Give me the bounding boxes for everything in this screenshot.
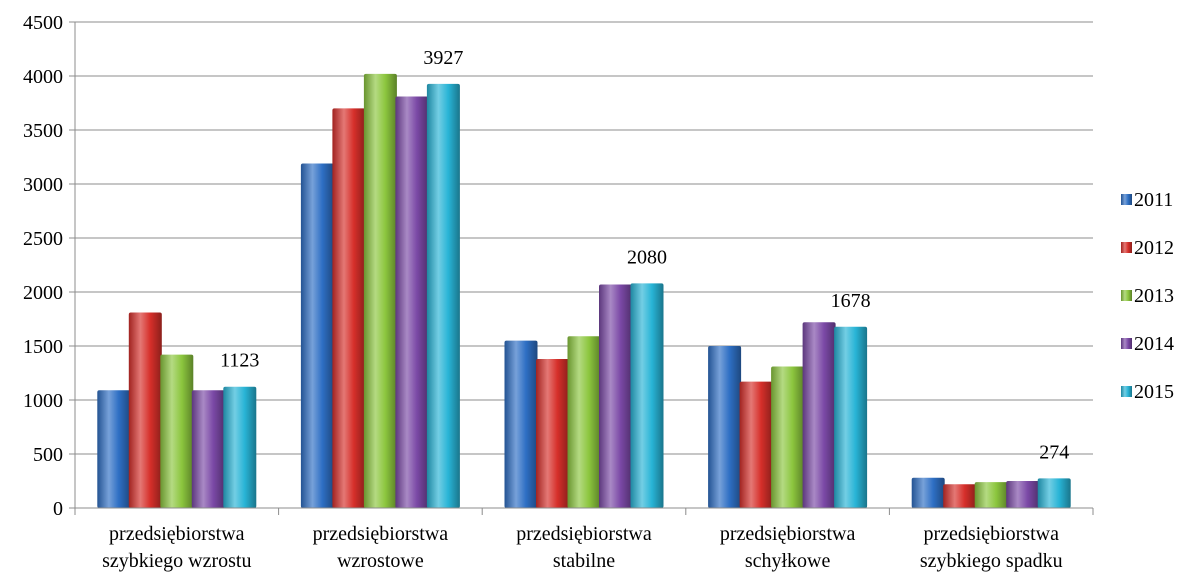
labels: 0 500 1000 1500 2000 2500 3000 3500 4000 4500 prze…	[23, 12, 1069, 572]
bar-2015-cat-0	[223, 386, 257, 508]
x-category-label: przedsiębiorstwa	[313, 523, 449, 545]
bar-2014-cat-4	[1006, 481, 1040, 508]
bar-2014-cat-1	[395, 96, 429, 509]
legend: 2011 2012 2013 2014 2015	[1121, 189, 1174, 403]
data-label: 274	[1039, 441, 1069, 463]
bars	[97, 73, 1071, 509]
bar-2012-cat-4	[943, 484, 977, 508]
bar-2011-cat-4	[911, 477, 945, 508]
x-category-label: schyłkowe	[745, 550, 831, 572]
data-label: 3927	[423, 47, 463, 69]
x-category-label: szybkiego wzrostu	[102, 550, 251, 572]
x-category-label: przedsiębiorstwa	[923, 523, 1059, 545]
bar-2012-cat-2	[536, 358, 569, 508]
x-category-label: wzrostowe	[337, 550, 424, 572]
bar-2013-cat-0	[160, 354, 194, 508]
bar-2014-cat-0	[191, 390, 225, 508]
legend-swatch-2013	[1121, 290, 1132, 301]
x-category-label: przedsiębiorstwa	[720, 523, 856, 545]
bar-2015-cat-4	[1037, 478, 1071, 508]
legend-swatch-2011	[1121, 194, 1132, 205]
data-label: 1678	[831, 290, 871, 312]
bar-2011-cat-0	[97, 390, 131, 508]
bar-2014-cat-2	[599, 284, 632, 508]
y-tick-label: 2000	[23, 282, 63, 304]
y-tick-label: 4000	[23, 66, 63, 88]
legend-swatch-2012	[1121, 242, 1132, 253]
bar-2015-cat-1	[426, 83, 460, 508]
x-category-label: szybkiego spadku	[920, 550, 1063, 572]
y-tick-label: 3000	[23, 174, 63, 196]
y-tick-label: 3500	[23, 120, 63, 142]
bar-2015-cat-2	[630, 283, 664, 508]
y-tick-label: 500	[33, 444, 63, 466]
y-tick-label: 0	[53, 498, 63, 520]
bar-2012-cat-3	[739, 381, 773, 508]
axes	[69, 21, 1094, 515]
legend-label: 2015	[1134, 381, 1174, 403]
data-label: 2080	[627, 246, 667, 268]
x-category-label: przedsiębiorstwa	[109, 523, 245, 545]
bar-2011-cat-2	[504, 340, 538, 508]
bar-2014-cat-3	[802, 322, 836, 508]
x-category-label: stabilne	[553, 550, 615, 572]
legend-label: 2012	[1134, 237, 1174, 259]
legend-swatch-2015	[1121, 386, 1132, 397]
data-label: 1123	[220, 350, 259, 372]
legend-label: 2014	[1134, 333, 1174, 355]
bar-2013-cat-1	[363, 73, 397, 508]
legend-label: 2013	[1134, 285, 1174, 307]
y-tick-label: 4500	[23, 12, 63, 34]
bar-2013-cat-3	[771, 366, 805, 508]
bar-2011-cat-1	[300, 163, 334, 509]
bar-2015-cat-3	[834, 326, 868, 508]
bar-2012-cat-1	[332, 108, 366, 509]
x-category-label: przedsiębiorstwa	[516, 523, 652, 545]
bar-2011-cat-3	[708, 346, 742, 508]
bar-2012-cat-0	[128, 312, 162, 508]
y-tick-label: 2500	[23, 228, 63, 250]
bar-2013-cat-4	[974, 482, 1008, 508]
y-tick-label: 1500	[23, 336, 63, 358]
legend-label: 2011	[1134, 189, 1173, 211]
legend-swatch-2014	[1121, 338, 1132, 349]
bar-2013-cat-2	[567, 336, 601, 508]
y-tick-label: 1000	[23, 390, 63, 412]
